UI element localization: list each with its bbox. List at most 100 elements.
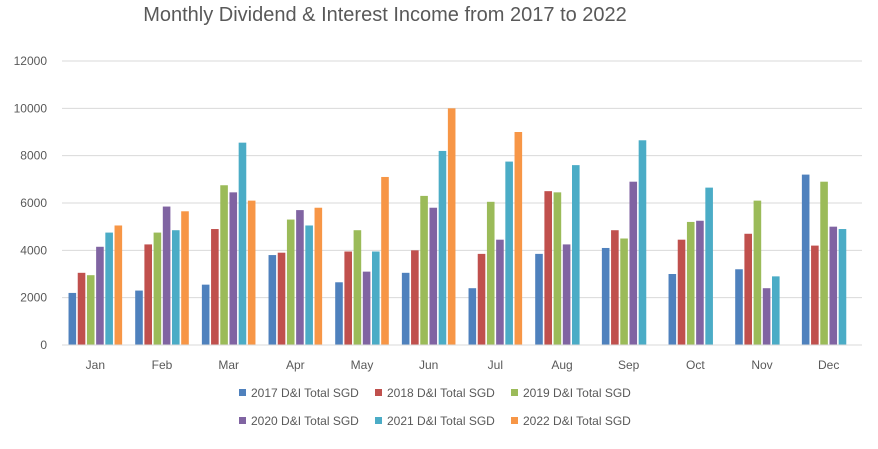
bar-nov-series-2 [744, 233, 752, 345]
legend-item: 2022 D&I Total SGD [511, 414, 631, 428]
legend-label: 2017 D&I Total SGD [251, 386, 359, 400]
bar-mar-series-3 [220, 185, 228, 345]
bar-may-series-4 [362, 271, 371, 345]
bar-mar-series-4 [229, 192, 238, 345]
bar-aug-series-4 [562, 244, 571, 345]
bar-feb-series-2 [144, 244, 152, 345]
legend-swatch [375, 389, 382, 396]
bar-dec-series-2 [811, 245, 819, 345]
chart-title: Monthly Dividend & Interest Income from … [143, 4, 627, 26]
x-tick-label-aug: Aug [551, 358, 572, 372]
x-tick-label-mar: Mar [218, 358, 239, 372]
x-tick-label-nov: Nov [751, 358, 772, 372]
bar-apr-series-4 [296, 210, 304, 345]
bar-jul-series-3 [486, 201, 495, 345]
legend-swatch [511, 389, 518, 396]
y-tick-label: 12000 [14, 54, 48, 68]
bar-jun-series-1 [401, 272, 410, 345]
bar-may-series-5 [372, 251, 380, 345]
legend-label: 2022 D&I Total SGD [523, 414, 631, 428]
bar-jan-series-2 [77, 272, 86, 345]
bar-apr-series-6 [314, 207, 323, 345]
legend-swatch [375, 417, 382, 424]
bar-dec-series-5 [838, 229, 847, 345]
bar-dec-series-1 [801, 174, 810, 345]
x-tick-label-sep: Sep [618, 358, 640, 372]
y-axis-tick-labels: 0 2000 4000 6000 8000 10000 12000 [14, 54, 48, 352]
legend-item: 2019 D&I Total SGD [511, 386, 631, 400]
legend: 2017 D&I Total SGD 2018 D&I Total SGD 2019… [239, 386, 631, 428]
bar-aug-series-3 [553, 192, 562, 345]
legend-item: 2018 D&I Total SGD [375, 386, 495, 400]
bar-sep-series-4 [629, 181, 638, 345]
bar-jan-series-4 [96, 246, 104, 345]
bar-apr-series-3 [286, 219, 295, 345]
y-tick-label: 6000 [20, 196, 47, 210]
bar-may-series-6 [381, 176, 389, 345]
x-tick-label-oct: Oct [686, 358, 705, 372]
bar-oct-series-1 [668, 274, 677, 345]
bar-dec-series-4 [829, 226, 838, 345]
bar-jul-series-6 [514, 132, 523, 345]
bar-apr-series-1 [268, 255, 277, 345]
bar-jan-series-1 [68, 292, 77, 345]
legend-swatch [239, 417, 246, 424]
bar-dec-series-3 [820, 181, 828, 345]
legend-swatch [239, 389, 246, 396]
bar-sep-series-5 [638, 140, 647, 345]
bar-jan-series-3 [86, 275, 95, 345]
bar-feb-series-5 [172, 230, 180, 345]
bar-nov-series-4 [762, 288, 771, 345]
bar-jul-series-5 [505, 161, 513, 345]
bar-oct-series-4 [696, 220, 704, 345]
y-tick-label: 4000 [20, 243, 47, 257]
bar-may-series-3 [353, 230, 362, 345]
bar-oct-series-2 [677, 239, 686, 345]
bar-may-series-1 [335, 282, 343, 345]
x-tick-label-jun: Jun [419, 358, 438, 372]
y-tick-label: 10000 [14, 101, 48, 115]
legend-item: 2021 D&I Total SGD [375, 414, 495, 428]
x-tick-label-feb: Feb [152, 358, 173, 372]
bar-jun-series-4 [429, 207, 438, 345]
bar-feb-series-6 [181, 211, 189, 345]
bar-may-series-2 [344, 251, 352, 345]
bar-jun-series-2 [411, 250, 419, 345]
bar-oct-series-5 [705, 187, 713, 345]
bar-oct-series-3 [686, 221, 695, 345]
legend-swatch [511, 417, 518, 424]
x-tick-label-dec: Dec [818, 358, 839, 372]
bar-jan-series-5 [105, 232, 113, 345]
bar-jan-series-6 [114, 225, 123, 345]
bar-feb-series-3 [153, 232, 162, 345]
bar-apr-series-2 [277, 252, 286, 345]
bar-aug-series-1 [535, 253, 543, 345]
x-tick-label-jul: Jul [488, 358, 503, 372]
bar-jun-series-5 [438, 150, 447, 345]
bar-mar-series-6 [247, 200, 256, 345]
legend-item: 2017 D&I Total SGD [239, 386, 359, 400]
bar-sep-series-2 [611, 230, 619, 345]
bar-mar-series-2 [211, 229, 219, 345]
y-tick-label: 2000 [20, 291, 47, 305]
bar-jun-series-3 [420, 195, 428, 345]
bar-apr-series-5 [305, 225, 313, 345]
bar-feb-series-1 [135, 290, 143, 345]
bar-aug-series-5 [572, 165, 580, 345]
bar-feb-series-4 [162, 206, 171, 345]
bar-mar-series-5 [238, 142, 247, 345]
bar-jul-series-4 [496, 239, 504, 345]
legend-label: 2018 D&I Total SGD [387, 386, 495, 400]
bar-sep-series-1 [601, 247, 610, 345]
legend-label: 2020 D&I Total SGD [251, 414, 359, 428]
x-tick-label-apr: Apr [286, 358, 305, 372]
x-axis-tick-labels: Jan Feb Mar Apr May Jun Jul Aug Sep Oct Nov Dec [86, 358, 840, 372]
y-tick-label: 8000 [20, 149, 47, 163]
bar-aug-series-2 [544, 191, 552, 345]
y-tick-label: 0 [40, 338, 47, 352]
legend-label: 2021 D&I Total SGD [387, 414, 495, 428]
bar-sep-series-3 [620, 238, 628, 345]
x-tick-label-jan: Jan [86, 358, 105, 372]
x-tick-label-may: May [351, 358, 374, 372]
